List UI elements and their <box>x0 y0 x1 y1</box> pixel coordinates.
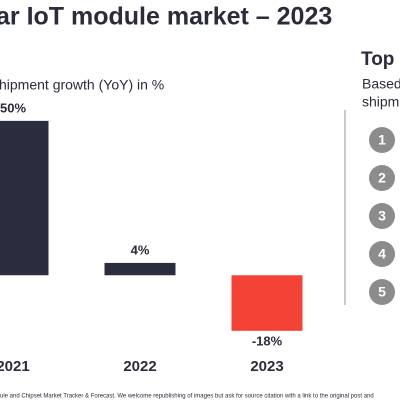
x-tick-label: 2023 <box>250 358 283 375</box>
data-label: 50% <box>0 100 26 115</box>
rank-badge <box>369 165 395 191</box>
rank-badge <box>369 279 395 305</box>
data-label: -18% <box>252 333 283 348</box>
panel-line: shipm <box>362 94 399 110</box>
rank-number: 2 <box>378 170 386 186</box>
rank-number: 1 <box>378 132 386 148</box>
panel-title: Top <box>361 49 394 70</box>
x-tick-label: 2022 <box>123 358 156 375</box>
rank-number: 5 <box>378 284 386 300</box>
footnote: ule and Chipset Market Tracker & Forecas… <box>0 394 374 400</box>
rank-badge <box>369 241 395 267</box>
rank-badge <box>369 127 395 153</box>
data-label: 4% <box>131 242 150 257</box>
bar <box>104 262 176 276</box>
rank-number: 4 <box>378 246 386 262</box>
bar <box>0 120 49 276</box>
chart-title: ar IoT module market – 2023 <box>0 3 332 31</box>
x-tick-label: 2021 <box>0 358 30 375</box>
chart-subtitle: hipment growth (YoY) in % <box>0 77 164 93</box>
rank-number: 3 <box>378 208 386 224</box>
bar <box>231 275 303 331</box>
panel-line: Based <box>362 76 400 92</box>
rank-badge <box>369 203 395 229</box>
